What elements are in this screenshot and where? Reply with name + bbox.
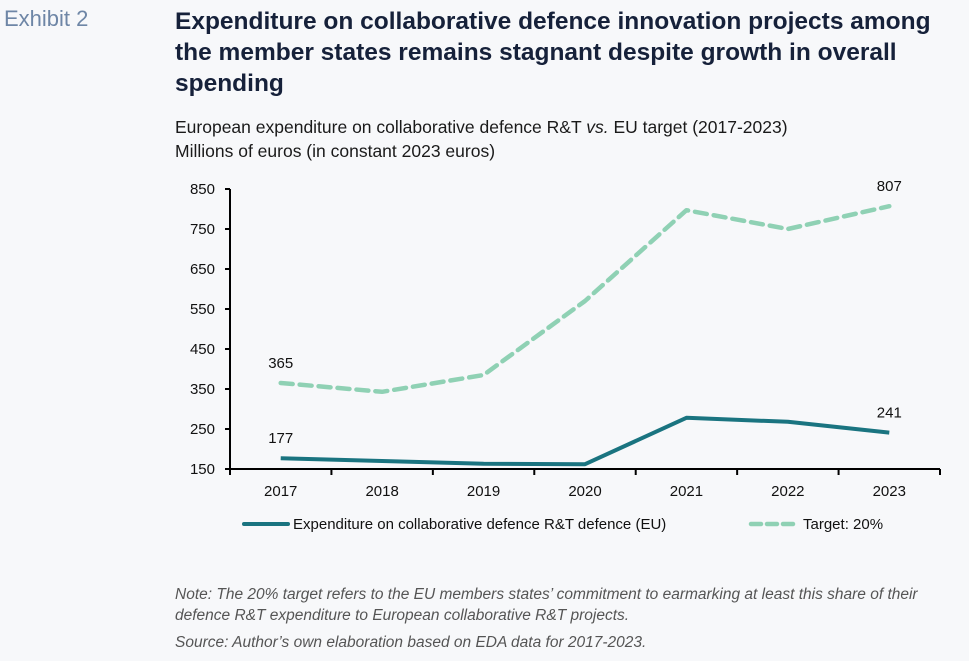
y-tick-label: 650 [190, 261, 215, 278]
y-tick-label: 150 [190, 461, 215, 478]
data-labels: 177 241 365 807 [268, 178, 902, 447]
chart-subtitle: European expenditure on collaborative de… [175, 115, 965, 163]
expenditure-line [280, 415, 890, 467]
x-tick-label: 2021 [670, 483, 703, 500]
chart-source: Source: Author’s own elaboration based o… [175, 634, 647, 651]
data-label: 365 [268, 355, 293, 372]
y-tick-label: 250 [190, 421, 215, 438]
y-tick-label: 850 [190, 181, 215, 198]
x-tick-label: 2019 [467, 483, 500, 500]
chart-title: Expenditure on collaborative defence inn… [175, 8, 931, 97]
subtitle-text: European expenditure on collaborative de… [175, 117, 587, 137]
y-tick-label: 750 [190, 221, 215, 238]
x-tick-label: 2018 [365, 483, 398, 500]
y-tick-label: 550 [190, 301, 215, 318]
subtitle-line-1: European expenditure on collaborative de… [175, 115, 965, 139]
data-label: 807 [877, 178, 902, 195]
y-tick-label: 450 [190, 341, 215, 358]
legend-label-target: Target: 20% [803, 516, 883, 533]
x-tick-label: 2023 [873, 483, 906, 500]
x-tick-label: 2020 [568, 483, 601, 500]
legend: Expenditure on collaborative defence R&T… [242, 516, 883, 533]
y-tick-label: 350 [190, 381, 215, 398]
exhibit-label: Exhibit 2 [4, 6, 89, 31]
x-tick-label: 2022 [771, 483, 804, 500]
data-label: 177 [268, 430, 293, 447]
axes: 150 250 350 450 550 650 750 850 2017 2018 2019 2020… [190, 181, 941, 500]
subtitle-text-end: EU target (2017-2023) [608, 117, 788, 137]
data-label: 241 [877, 405, 902, 422]
legend-label-expenditure: Expenditure on collaborative defence R&T… [293, 516, 666, 533]
target-line [278, 203, 892, 395]
subtitle-line-2: Millions of euros (in constant 2023 euro… [175, 141, 496, 161]
series-lines [278, 203, 892, 467]
subtitle-italic: vs. [586, 117, 609, 137]
x-tick-label: 2017 [264, 483, 297, 500]
chart-note: Note: The 20% target refers to the EU me… [175, 586, 918, 624]
